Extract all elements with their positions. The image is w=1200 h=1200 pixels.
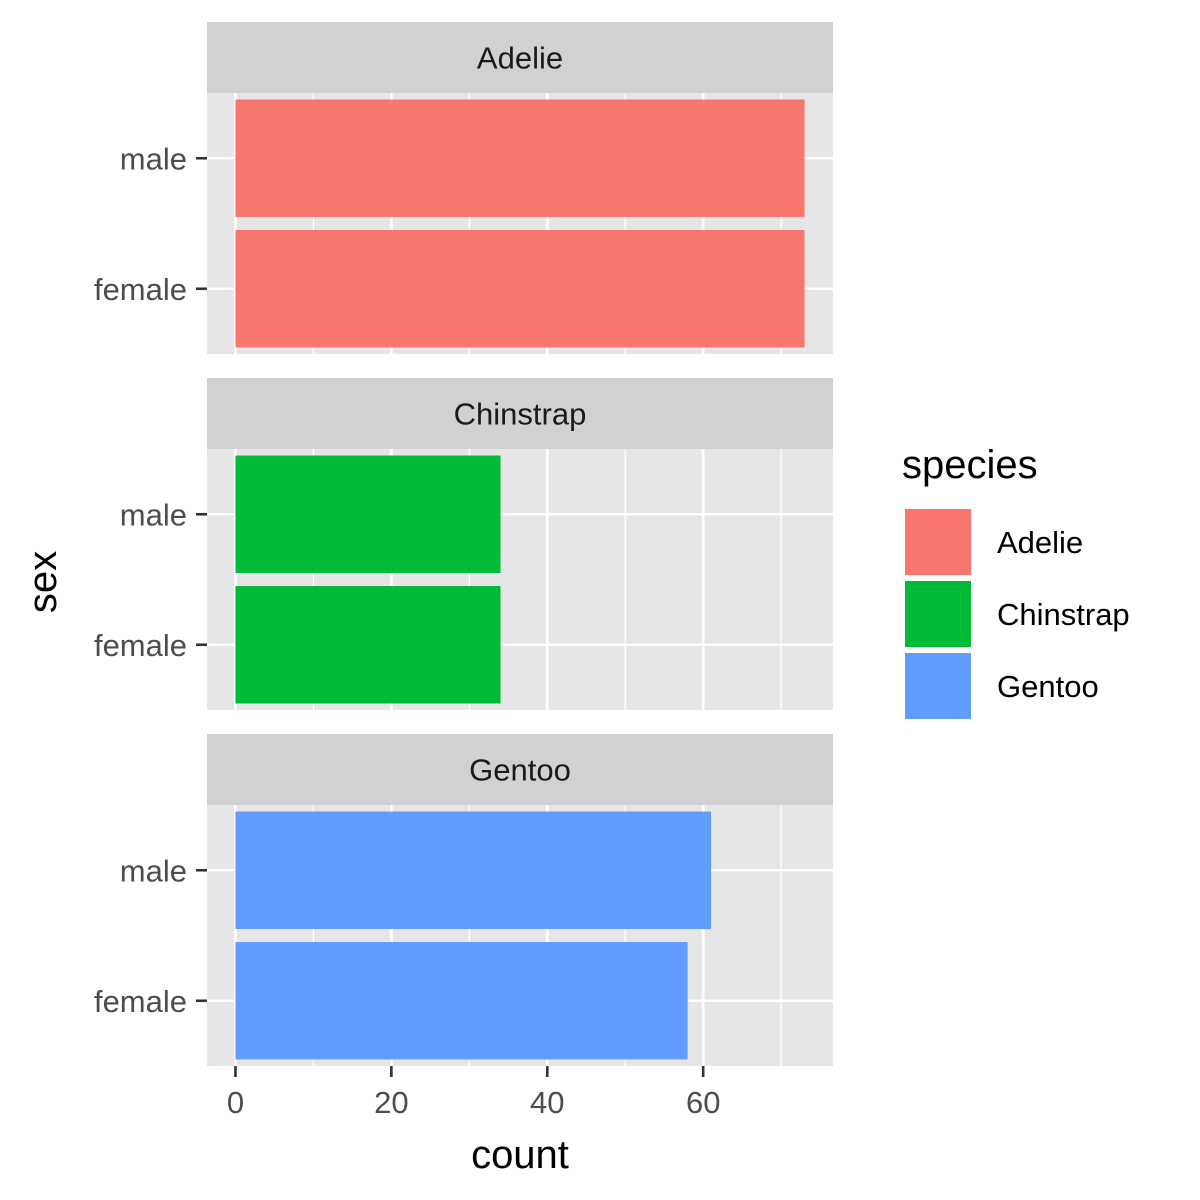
bar-adelie-female — [235, 230, 805, 348]
x-axis-title: count — [471, 1133, 569, 1177]
facet-strip — [207, 378, 833, 449]
facet-chinstrap: Chinstrap male female — [94, 378, 833, 710]
legend-label: Gentoo — [997, 669, 1099, 704]
legend: species Adelie Chinstrap Gentoo — [902, 443, 1130, 719]
legend-label: Adelie — [997, 525, 1083, 560]
facet-gentoo: Gentoo male female — [94, 734, 833, 1066]
bar-chinstrap-male — [235, 455, 501, 573]
bar-gentoo-female — [235, 942, 688, 1060]
facet-strip — [207, 734, 833, 805]
bar-gentoo-male — [235, 811, 711, 929]
facet-adelie: Adelie male female — [94, 22, 833, 354]
y-tick-label: female — [94, 628, 187, 663]
facet-strip-label: Chinstrap — [454, 397, 587, 432]
facet-strip-label: Gentoo — [469, 753, 571, 788]
x-tick-label: 60 — [686, 1085, 720, 1120]
y-axis-title: sex — [21, 551, 65, 613]
y-tick-label: female — [94, 272, 187, 307]
x-axis: 0 20 40 60 — [227, 1066, 720, 1120]
facet-panels: AdeliemalefemaleChinstrapmalefemaleGento… — [94, 22, 833, 1066]
legend-key-adelie — [905, 509, 971, 575]
y-tick-label: male — [120, 853, 187, 888]
y-tick-label: female — [94, 984, 187, 1019]
bar-chinstrap-female — [235, 586, 501, 704]
bar-adelie-male — [235, 99, 805, 217]
legend-key-gentoo — [905, 653, 971, 719]
legend-key-chinstrap — [905, 581, 971, 647]
y-tick-label: male — [120, 141, 187, 176]
legend-label: Chinstrap — [997, 597, 1130, 632]
y-tick-label: male — [120, 497, 187, 532]
facet-strip — [207, 22, 833, 93]
x-tick-label: 20 — [374, 1085, 408, 1120]
facet-strip-label: Adelie — [477, 41, 563, 76]
legend-title: species — [902, 443, 1038, 487]
x-tick-label: 0 — [227, 1085, 244, 1120]
x-tick-label: 40 — [530, 1085, 564, 1120]
